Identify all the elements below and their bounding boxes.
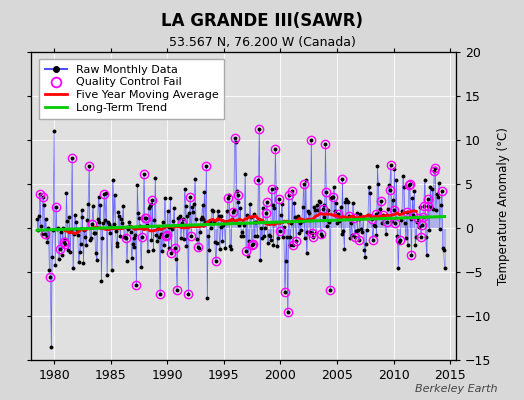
Legend: Raw Monthly Data, Quality Control Fail, Five Year Moving Average, Long-Term Tren: Raw Monthly Data, Quality Control Fail, … bbox=[39, 59, 224, 118]
Y-axis label: Temperature Anomaly (°C): Temperature Anomaly (°C) bbox=[497, 127, 510, 285]
Text: Berkeley Earth: Berkeley Earth bbox=[416, 384, 498, 394]
Text: LA GRANDE III(SAWR): LA GRANDE III(SAWR) bbox=[161, 12, 363, 30]
Text: 53.567 N, 76.200 W (Canada): 53.567 N, 76.200 W (Canada) bbox=[169, 36, 355, 49]
